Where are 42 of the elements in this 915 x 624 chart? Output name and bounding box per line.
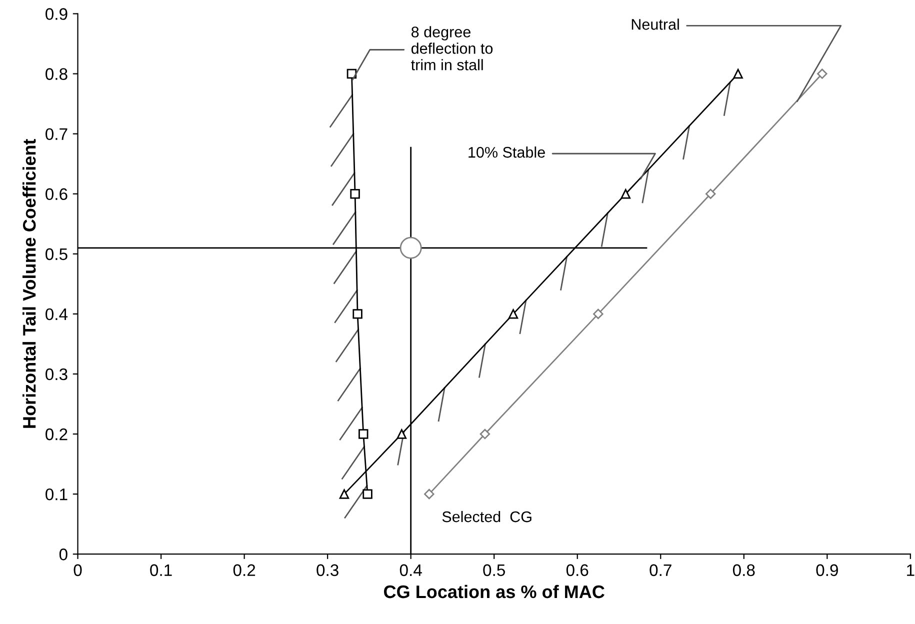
point: [352, 309, 362, 319]
x-tick-label: 1: [907, 564, 914, 576]
annotation: Neutral: [632, 18, 679, 30]
y-tick-label: 0.1: [46, 488, 68, 500]
point: [593, 308, 604, 320]
y-tick-label: 0.5: [46, 248, 68, 260]
annotation: 10% Stable: [468, 146, 545, 158]
y-tick-label: 0.8: [46, 68, 68, 80]
x-tick-label: 0.6: [566, 564, 588, 576]
point: [358, 429, 368, 439]
point: [339, 489, 350, 499]
y-tick-label: 0.2: [46, 428, 68, 440]
annotation: 8 degree deflection to trim in stall: [411, 26, 493, 70]
point: [350, 188, 360, 199]
y-tick-label: 0.4: [46, 308, 68, 320]
point: [424, 488, 434, 500]
point: [480, 428, 490, 440]
point: [362, 489, 372, 499]
x-tick-label: 0.3: [316, 564, 338, 576]
y-axis-title: Horizontal Tail Volume Coefficient: [22, 139, 36, 428]
x-tick-label: 0.4: [400, 564, 422, 576]
y-tick-label: 0.7: [46, 128, 68, 140]
annotation: Selected CG: [442, 510, 532, 522]
x-tick-label: 0.8: [732, 564, 755, 576]
x-tick-label: 0.9: [816, 564, 838, 576]
point: [733, 68, 743, 79]
y-tick-label: 0.6: [46, 188, 68, 200]
point: [817, 68, 828, 79]
point: [705, 188, 716, 199]
y-tick-label: 0.9: [46, 8, 68, 20]
x-axis-title: CG Location as % of MAC: [384, 584, 604, 598]
point: [400, 236, 422, 259]
point: [396, 429, 407, 439]
y-tick-label: 0.3: [46, 368, 68, 380]
x-tick-label: 0.1: [150, 564, 172, 576]
point: [508, 309, 518, 319]
x-tick-label: 0.2: [233, 564, 256, 576]
x-tick-label: 0.7: [650, 564, 672, 576]
x-tick-label: 0.5: [483, 564, 505, 576]
x-tick-label: 0: [74, 564, 82, 576]
point: [620, 188, 631, 199]
y-tick-label: 0: [59, 548, 68, 560]
